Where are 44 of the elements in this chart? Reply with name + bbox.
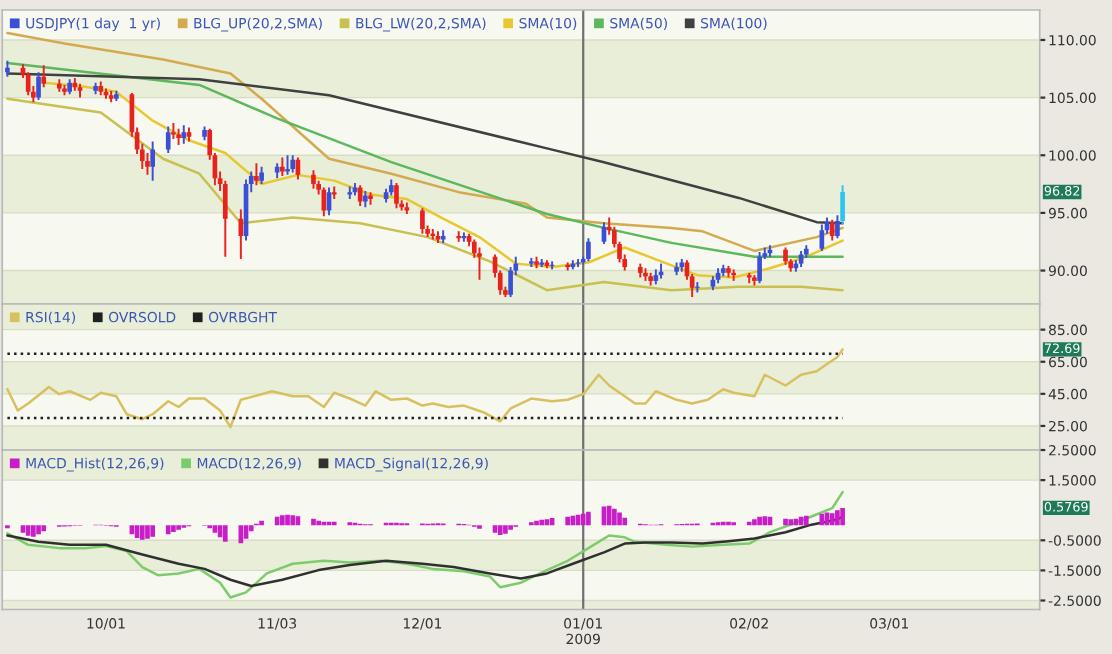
bar: [280, 515, 285, 526]
bar: [145, 525, 150, 539]
bar: [248, 525, 254, 532]
bar: [311, 518, 316, 526]
bar: [539, 519, 545, 526]
bar: [612, 508, 617, 526]
line-series: [6, 348, 844, 429]
bar: [503, 525, 508, 534]
bar: [783, 518, 788, 526]
bar: [290, 515, 296, 526]
bar: [31, 525, 36, 537]
bar: [139, 525, 145, 540]
bar: [41, 525, 47, 532]
bar: [840, 507, 845, 526]
bar: [586, 511, 591, 526]
bar: [25, 525, 31, 536]
bar: [835, 510, 840, 526]
line-series: [6, 31, 844, 253]
bar: [285, 514, 290, 526]
line-series: [6, 490, 844, 599]
bar: [171, 525, 176, 532]
bar: [803, 515, 809, 526]
bar: [259, 520, 264, 526]
bar: [757, 516, 762, 526]
bar: [497, 525, 503, 535]
bar: [622, 517, 628, 526]
bar: [492, 525, 498, 533]
bar: [20, 525, 26, 533]
bar: [150, 525, 155, 537]
bar: [762, 516, 768, 526]
bar: [580, 513, 586, 526]
bar: [752, 519, 757, 526]
bar: [788, 519, 794, 526]
bar: [316, 520, 321, 526]
bar: [165, 525, 171, 535]
bar: [212, 525, 218, 533]
bar: [222, 525, 228, 542]
bar: [534, 520, 539, 526]
line-series: [6, 61, 844, 258]
bar: [617, 512, 622, 526]
bar: [829, 513, 835, 526]
bar: [565, 516, 570, 526]
line-series: [6, 97, 844, 292]
bar: [36, 525, 41, 535]
